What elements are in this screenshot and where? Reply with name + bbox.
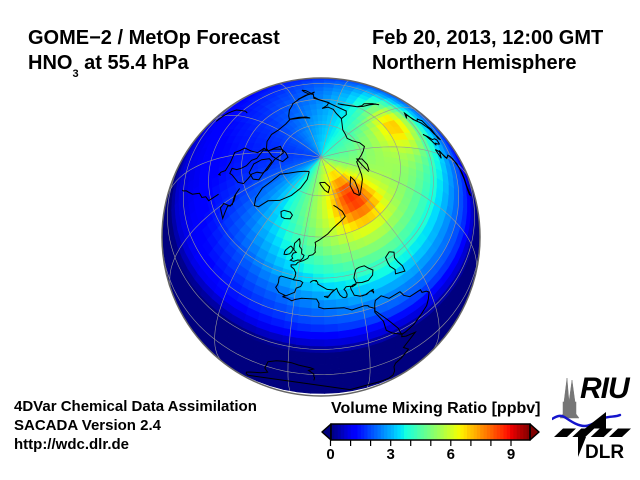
svg-text:DLR: DLR xyxy=(585,442,624,463)
